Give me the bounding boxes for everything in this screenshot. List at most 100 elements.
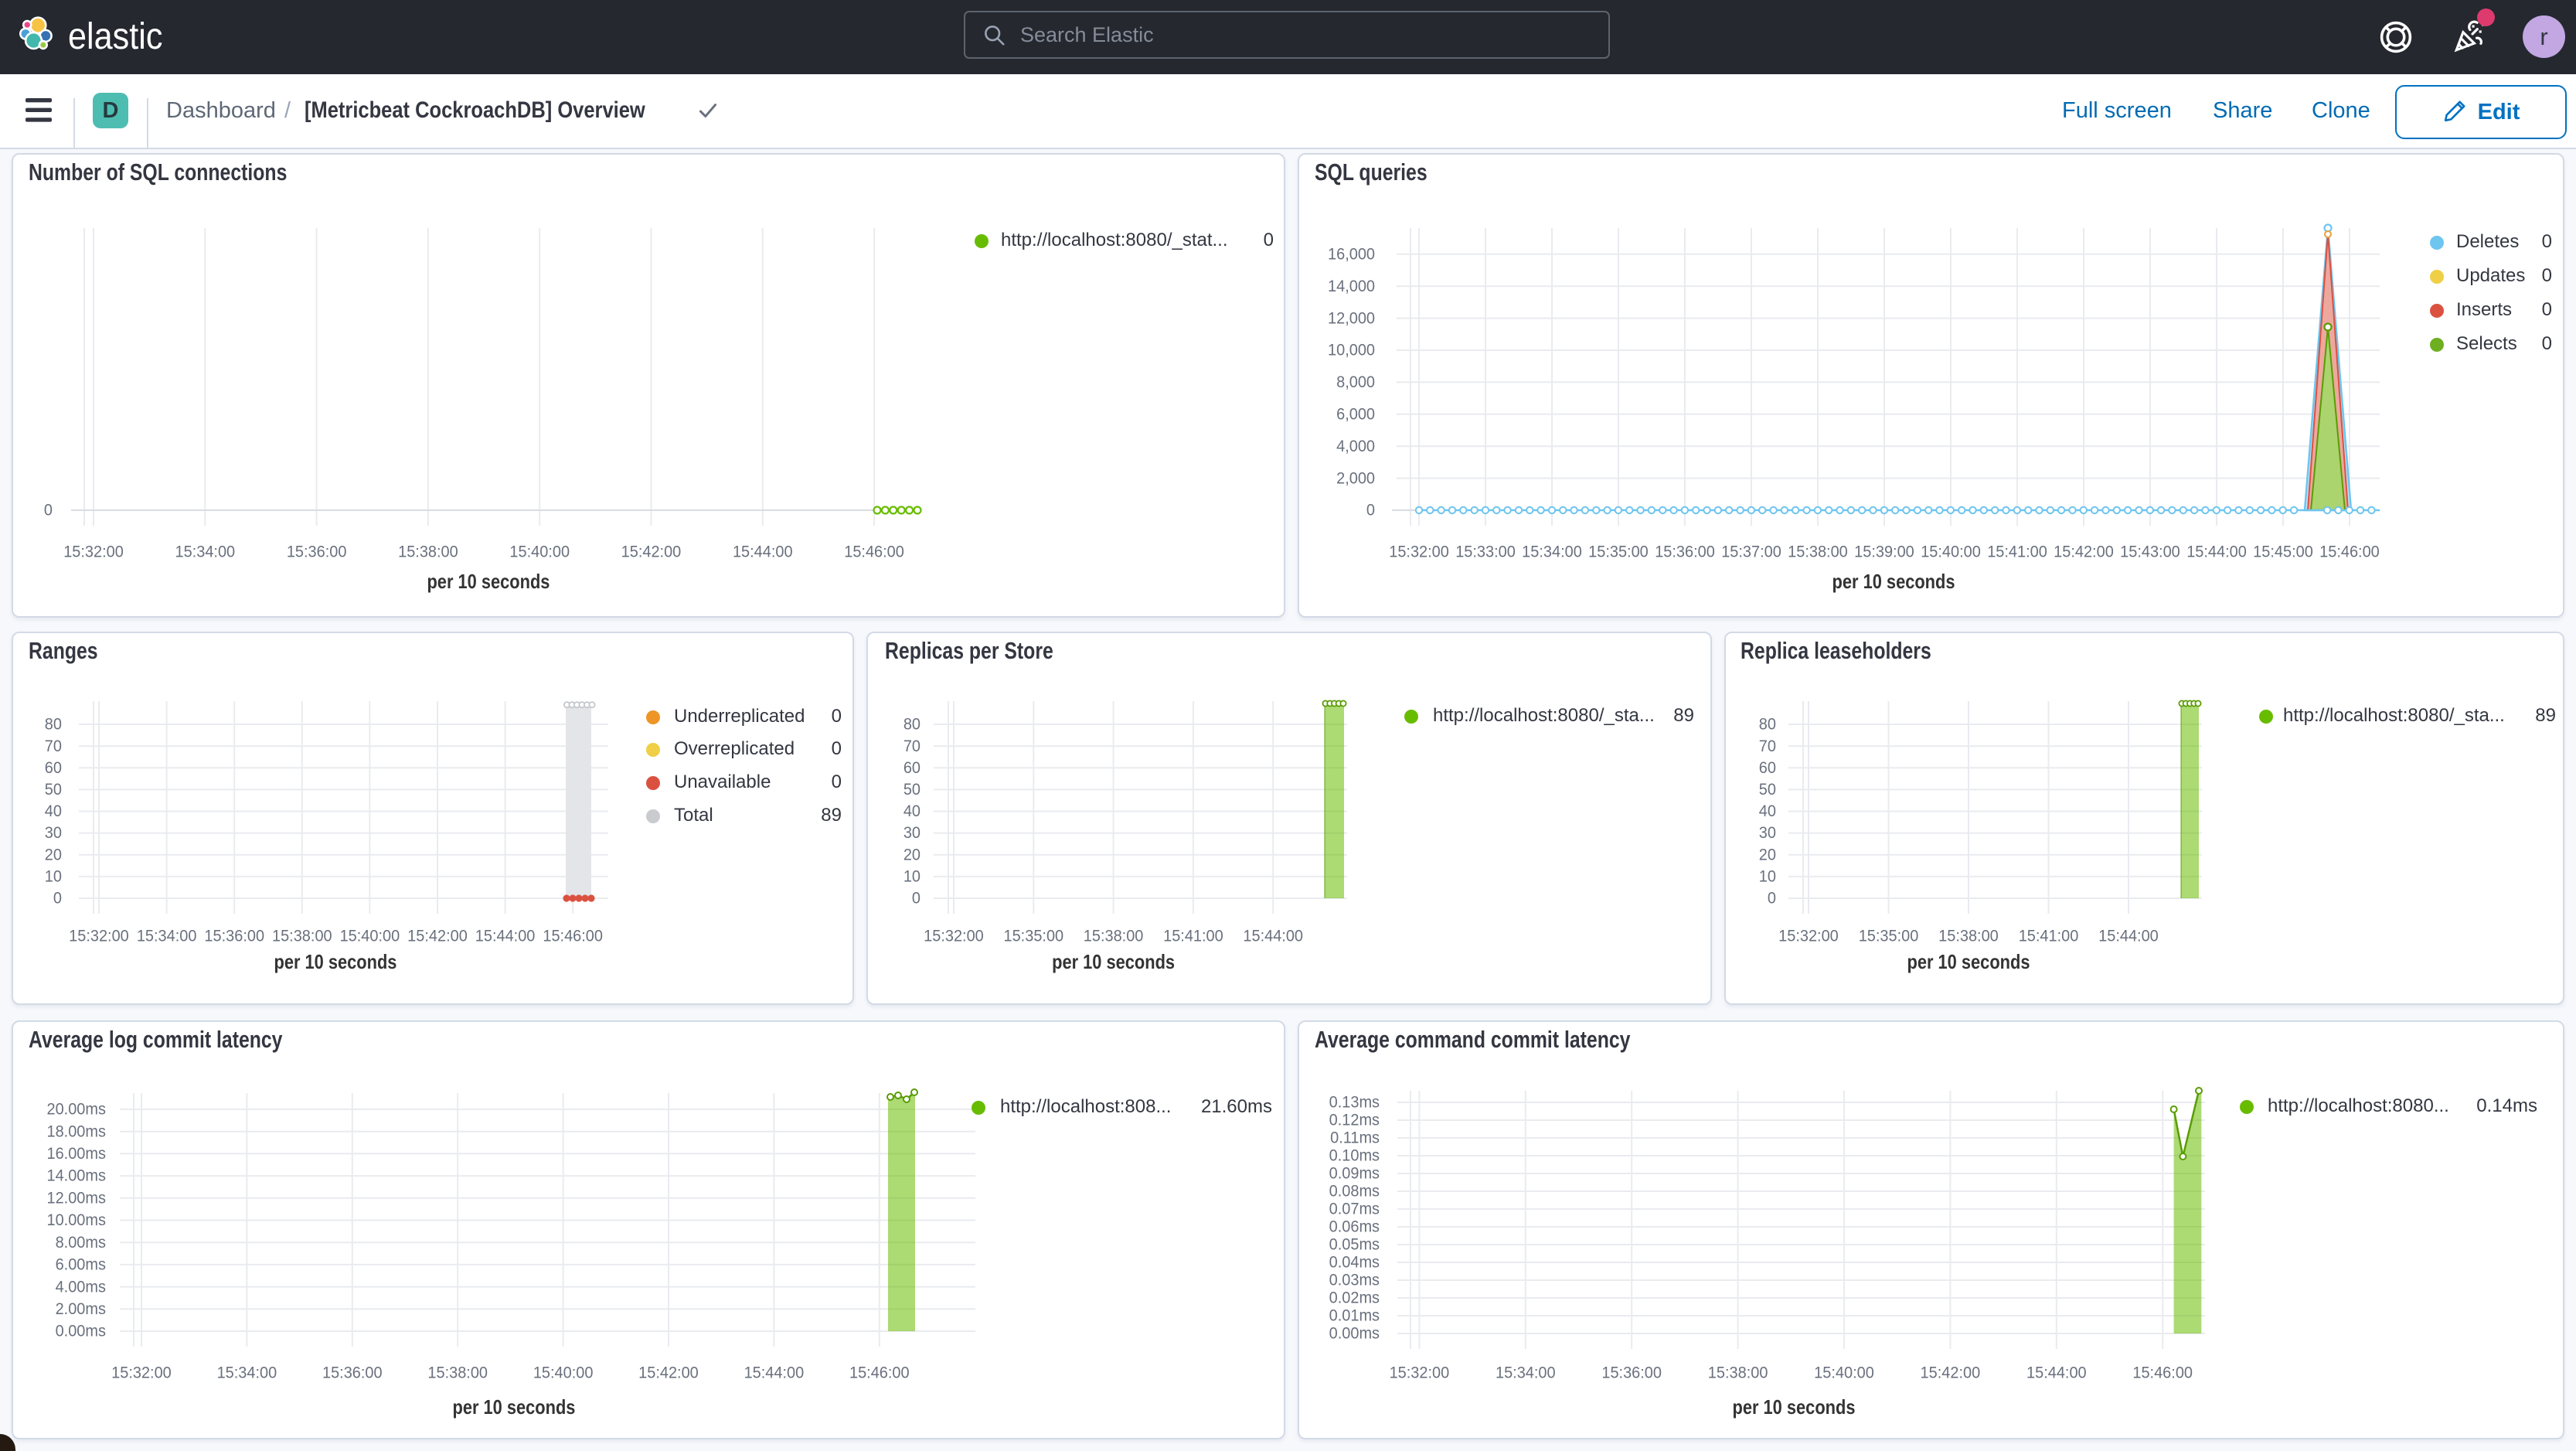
svg-text:0.07ms: 0.07ms — [1329, 1200, 1380, 1218]
svg-text:18.00ms: 18.00ms — [47, 1122, 106, 1141]
svg-text:15:33:00: 15:33:00 — [1455, 543, 1516, 561]
svg-text:15:42:00: 15:42:00 — [407, 927, 468, 945]
svg-text:15:38:00: 15:38:00 — [1788, 543, 1848, 561]
svg-text:30: 30 — [1759, 824, 1776, 843]
svg-text:0.10ms: 0.10ms — [1329, 1146, 1380, 1165]
svg-text:15:44:00: 15:44:00 — [2186, 543, 2247, 561]
svg-text:60: 60 — [1759, 758, 1776, 777]
svg-text:10: 10 — [903, 867, 920, 886]
svg-text:15:34:00: 15:34:00 — [1522, 543, 1582, 561]
svg-text:15:40:00: 15:40:00 — [533, 1364, 594, 1382]
svg-text:15:44:00: 15:44:00 — [733, 543, 793, 561]
svg-text:0.00ms: 0.00ms — [1329, 1324, 1380, 1343]
svg-text:20: 20 — [1759, 846, 1776, 864]
svg-text:15:34:00: 15:34:00 — [175, 543, 236, 561]
svg-text:20: 20 — [903, 846, 920, 864]
svg-text:80: 80 — [903, 715, 920, 734]
svg-text:40: 40 — [45, 802, 62, 821]
svg-text:15:44:00: 15:44:00 — [1243, 927, 1303, 945]
svg-text:50: 50 — [45, 781, 62, 799]
svg-text:0.08ms: 0.08ms — [1329, 1182, 1380, 1201]
svg-text:15:36:00: 15:36:00 — [1601, 1364, 1662, 1382]
svg-text:4,000: 4,000 — [1336, 437, 1375, 455]
svg-text:50: 50 — [1759, 781, 1776, 799]
svg-text:0.03ms: 0.03ms — [1329, 1271, 1380, 1289]
svg-text:0.05ms: 0.05ms — [1329, 1235, 1380, 1254]
svg-text:6.00ms: 6.00ms — [56, 1255, 106, 1274]
svg-text:4.00ms: 4.00ms — [56, 1278, 106, 1296]
svg-text:0: 0 — [1768, 889, 1776, 908]
svg-text:15:41:00: 15:41:00 — [2019, 927, 2079, 945]
svg-text:60: 60 — [903, 758, 920, 777]
svg-text:15:32:00: 15:32:00 — [63, 543, 124, 561]
svg-text:15:40:00: 15:40:00 — [340, 927, 400, 945]
svg-text:15:35:00: 15:35:00 — [1859, 927, 1919, 945]
svg-text:15:41:00: 15:41:00 — [1987, 543, 2047, 561]
svg-text:0.09ms: 0.09ms — [1329, 1164, 1380, 1183]
svg-text:15:43:00: 15:43:00 — [2120, 543, 2180, 561]
svg-text:15:40:00: 15:40:00 — [1921, 543, 1981, 561]
svg-text:10: 10 — [45, 867, 62, 886]
svg-text:per 10 seconds: per 10 seconds — [274, 951, 396, 973]
svg-text:15:35:00: 15:35:00 — [1588, 543, 1649, 561]
svg-text:40: 40 — [903, 802, 920, 821]
svg-text:15:32:00: 15:32:00 — [924, 927, 984, 945]
svg-text:15:36:00: 15:36:00 — [1655, 543, 1715, 561]
svg-text:15:44:00: 15:44:00 — [2026, 1364, 2087, 1382]
svg-text:15:44:00: 15:44:00 — [475, 927, 536, 945]
svg-text:70: 70 — [903, 737, 920, 755]
svg-text:15:45:00: 15:45:00 — [2253, 543, 2313, 561]
svg-text:30: 30 — [903, 824, 920, 843]
svg-text:14,000: 14,000 — [1328, 277, 1375, 295]
svg-text:per 10 seconds: per 10 seconds — [1052, 951, 1175, 973]
svg-text:40: 40 — [1759, 802, 1776, 821]
svg-text:per 10 seconds: per 10 seconds — [1733, 1396, 1856, 1419]
svg-text:15:46:00: 15:46:00 — [2132, 1364, 2193, 1382]
svg-text:15:38:00: 15:38:00 — [427, 1364, 488, 1382]
svg-text:15:32:00: 15:32:00 — [69, 927, 129, 945]
svg-text:15:32:00: 15:32:00 — [111, 1364, 172, 1382]
svg-text:15:46:00: 15:46:00 — [2319, 543, 2380, 561]
svg-text:80: 80 — [1759, 715, 1776, 734]
svg-text:12,000: 12,000 — [1328, 309, 1375, 328]
svg-text:15:34:00: 15:34:00 — [137, 927, 197, 945]
svg-text:15:38:00: 15:38:00 — [398, 543, 458, 561]
svg-text:0.12ms: 0.12ms — [1329, 1111, 1380, 1129]
svg-text:per 10 seconds: per 10 seconds — [427, 571, 550, 593]
svg-text:15:38:00: 15:38:00 — [1938, 927, 1999, 945]
svg-text:0: 0 — [44, 501, 53, 519]
svg-text:15:40:00: 15:40:00 — [1814, 1364, 1874, 1382]
svg-text:15:36:00: 15:36:00 — [322, 1364, 383, 1382]
svg-text:0.01ms: 0.01ms — [1329, 1306, 1380, 1325]
svg-text:15:38:00: 15:38:00 — [272, 927, 332, 945]
svg-text:0: 0 — [1366, 501, 1375, 519]
svg-text:0.13ms: 0.13ms — [1329, 1093, 1380, 1112]
svg-text:0: 0 — [53, 889, 62, 908]
svg-text:70: 70 — [45, 737, 62, 755]
svg-text:15:34:00: 15:34:00 — [217, 1364, 277, 1382]
svg-text:0.04ms: 0.04ms — [1329, 1253, 1380, 1272]
svg-text:60: 60 — [45, 758, 62, 777]
svg-text:10,000: 10,000 — [1328, 341, 1375, 359]
svg-text:10.00ms: 10.00ms — [47, 1211, 106, 1230]
svg-text:per 10 seconds: per 10 seconds — [1907, 951, 2030, 973]
svg-text:15:44:00: 15:44:00 — [744, 1364, 805, 1382]
svg-text:15:42:00: 15:42:00 — [1921, 1364, 1981, 1382]
svg-text:15:42:00: 15:42:00 — [638, 1364, 699, 1382]
svg-text:8,000: 8,000 — [1336, 373, 1375, 392]
svg-text:14.00ms: 14.00ms — [47, 1167, 106, 1185]
svg-text:30: 30 — [45, 824, 62, 843]
svg-text:15:37:00: 15:37:00 — [1721, 543, 1781, 561]
svg-text:50: 50 — [903, 781, 920, 799]
svg-text:15:32:00: 15:32:00 — [1778, 927, 1839, 945]
svg-text:per 10 seconds: per 10 seconds — [452, 1396, 575, 1419]
svg-text:15:34:00: 15:34:00 — [1496, 1364, 1556, 1382]
svg-text:2.00ms: 2.00ms — [56, 1300, 106, 1319]
svg-text:0.02ms: 0.02ms — [1329, 1289, 1380, 1307]
svg-text:15:32:00: 15:32:00 — [1389, 543, 1449, 561]
svg-text:2,000: 2,000 — [1336, 469, 1375, 488]
svg-text:15:46:00: 15:46:00 — [543, 927, 603, 945]
svg-text:per 10 seconds: per 10 seconds — [1832, 571, 1955, 593]
svg-text:0.11ms: 0.11ms — [1330, 1129, 1380, 1147]
svg-text:6,000: 6,000 — [1336, 405, 1375, 424]
